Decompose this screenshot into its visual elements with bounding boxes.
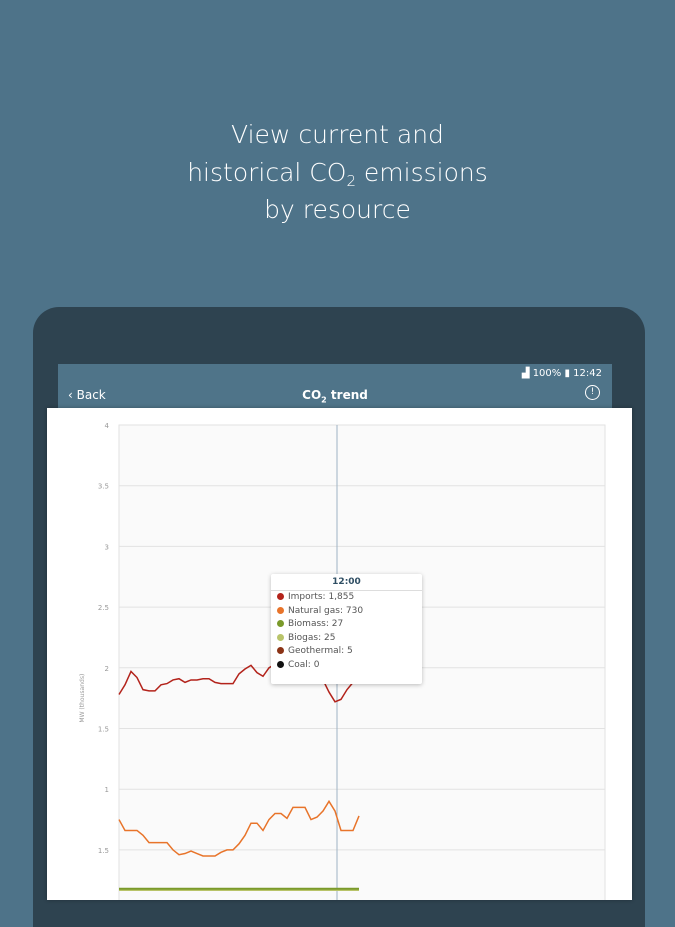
headline-text: emissions: [355, 157, 488, 187]
tooltip-item-label: Imports: 1,855: [288, 592, 355, 602]
tooltip-item-label: Coal: 0: [288, 659, 320, 670]
headline-line-1: View current and: [231, 120, 444, 149]
title-text: CO: [302, 388, 322, 402]
chart-tooltip: 12:00 Imports: 1,855 Natural gas: 730 Biom…: [271, 574, 422, 684]
info-icon[interactable]: !: [585, 385, 600, 400]
tooltip-title: 12:00: [271, 574, 422, 591]
clock: 12:42: [573, 368, 602, 379]
legend-dot-icon: [277, 647, 284, 655]
y-tick-label: 1.5: [98, 726, 109, 734]
headline-subscript: 2: [346, 171, 356, 190]
headline-text: historical CO: [187, 157, 347, 187]
y-tick-label: 1: [105, 786, 109, 794]
back-button[interactable]: ‹ Back: [68, 388, 106, 402]
y-tick-label: 4: [105, 422, 110, 430]
y-tick-label: 3: [105, 543, 109, 551]
battery-icon: ▮: [564, 368, 570, 379]
title-text: trend: [326, 388, 368, 402]
title-subscript: 2: [321, 395, 327, 405]
status-bar: ▟ 100% ▮ 12:42: [522, 368, 602, 379]
y-tick-label: 2: [105, 665, 109, 673]
chart-card: 4 3.5 3 2.5 2 1.5 1 1.5 MW (thousands) 12:00 Imp…: [47, 408, 632, 900]
headline-line-2: historical CO2 emissions: [0, 154, 675, 192]
tooltip-item: Biogas: 25: [271, 632, 422, 646]
legend-dot-icon: [277, 660, 284, 668]
y-axis-label: MW (thousands): [79, 674, 86, 723]
legend-dot-icon: [277, 620, 284, 628]
legend-dot-icon: [277, 633, 284, 641]
legend-dot-icon: [277, 606, 284, 614]
promo-headline: View current and historical CO2 emission…: [0, 116, 675, 229]
y-tick-label: 3.5: [98, 483, 109, 491]
tooltip-item: Geothermal: 5: [271, 645, 422, 659]
battery-level: 100%: [532, 368, 562, 379]
series-line-natural-gas: [118, 799, 360, 857]
page-title: CO2 trend: [58, 388, 612, 404]
tooltip-item-label: Geothermal: 5: [288, 646, 353, 657]
signal-icon: ▟: [521, 368, 530, 379]
back-label: Back: [76, 388, 106, 402]
chevron-left-icon: ‹: [68, 388, 77, 402]
y-tick-label: 2.5: [98, 604, 109, 612]
tooltip-item-label: Biomass: 27: [288, 619, 344, 630]
app-bar: ▟ 100% ▮ 12:42 ‹ Back CO2 trend !: [58, 364, 612, 408]
tooltip-item: Natural gas: 730: [271, 605, 422, 619]
tooltip-item: Biomass: 27: [271, 618, 422, 632]
headline-line-3: by resource: [264, 195, 411, 224]
tooltip-item-label: Biogas: 25: [288, 632, 336, 643]
tooltip-item: Imports: 1,855: [271, 591, 422, 605]
tooltip-item: Coal: 0: [271, 659, 422, 673]
y-tick-label: 1.5: [98, 847, 109, 855]
legend-dot-icon: [277, 593, 284, 600]
tooltip-item-label: Natural gas: 730: [288, 605, 364, 616]
